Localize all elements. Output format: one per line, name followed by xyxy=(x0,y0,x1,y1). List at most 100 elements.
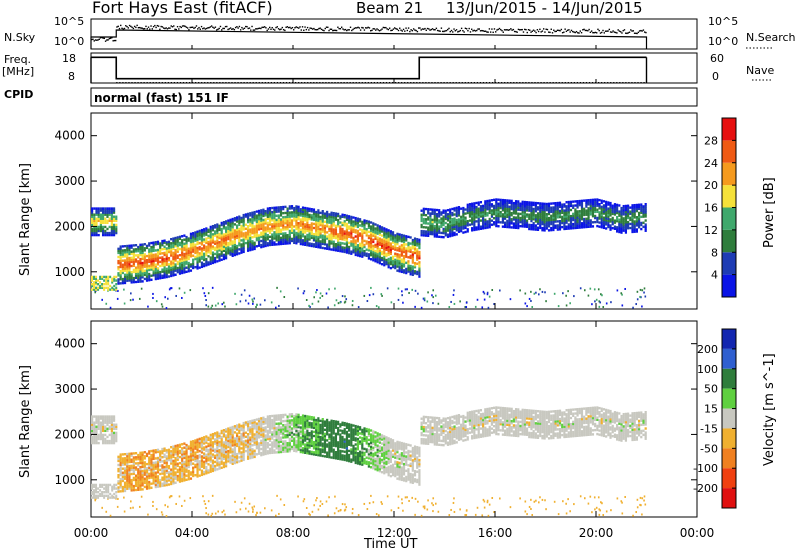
power-cell xyxy=(495,214,498,218)
power-cell xyxy=(99,227,102,231)
power-cell xyxy=(556,207,559,211)
power-cell xyxy=(148,256,151,259)
power-cell xyxy=(229,243,232,246)
power-cell xyxy=(126,257,129,260)
power-cell xyxy=(365,232,368,235)
power-cell xyxy=(216,229,219,232)
power-cell xyxy=(451,220,454,223)
power-cell xyxy=(299,242,302,246)
power-cell xyxy=(286,215,289,219)
power-cell xyxy=(583,211,586,215)
noise-point xyxy=(608,28,611,31)
power-cell xyxy=(510,207,513,211)
power-cell xyxy=(268,239,272,243)
power-cell xyxy=(589,223,592,226)
power-cell xyxy=(299,220,302,223)
power-cell xyxy=(330,225,333,229)
power-cell xyxy=(644,215,647,218)
velocity-cell xyxy=(110,427,113,431)
power-cell xyxy=(383,227,386,230)
power-cell xyxy=(95,221,98,225)
power-cell xyxy=(134,274,138,278)
power-cell xyxy=(172,239,175,242)
power-cell xyxy=(216,243,219,247)
power-cell xyxy=(528,203,531,206)
power-cell xyxy=(304,208,307,212)
power-cell xyxy=(644,229,647,232)
power-cell xyxy=(451,211,454,215)
power-cell xyxy=(334,236,338,240)
power-cell xyxy=(429,218,432,221)
power-cell xyxy=(422,219,425,223)
power-cell xyxy=(306,225,309,229)
power-cell xyxy=(257,217,261,221)
power-cell xyxy=(253,235,256,238)
velocity-cell xyxy=(145,471,149,474)
power-cell xyxy=(139,280,142,283)
velocity-cell xyxy=(132,458,135,461)
power-cell xyxy=(365,240,368,243)
noise-point xyxy=(149,28,151,30)
power-cell xyxy=(181,296,183,299)
velocity-cell xyxy=(106,421,109,424)
power-cell xyxy=(488,207,491,210)
power-cell xyxy=(198,246,201,249)
power-cell xyxy=(589,225,592,228)
power-cell xyxy=(385,262,388,266)
velocity-cell xyxy=(163,453,166,457)
power-cell xyxy=(352,216,355,219)
noise-point xyxy=(179,25,181,28)
power-cell xyxy=(414,305,416,308)
power-cell xyxy=(172,237,175,240)
power-cell xyxy=(462,206,465,210)
power-cell xyxy=(374,251,377,255)
power-cell xyxy=(203,252,206,256)
power-cell xyxy=(306,211,309,214)
power-cell xyxy=(484,226,487,230)
power-cell xyxy=(473,214,476,217)
power-cell xyxy=(356,252,360,255)
power-cell xyxy=(257,211,261,215)
nave-point xyxy=(316,82,318,84)
noise-point xyxy=(127,27,130,29)
velocity-cell xyxy=(176,474,179,478)
velocity-cell xyxy=(174,446,177,450)
power-cell xyxy=(547,208,551,212)
power-cell xyxy=(528,227,531,231)
power-cell xyxy=(111,279,114,282)
power-cell xyxy=(282,211,285,215)
power-cell xyxy=(317,223,320,226)
power-cell xyxy=(150,256,153,259)
nave-point xyxy=(588,82,591,84)
power-cell xyxy=(123,275,127,279)
power-cell xyxy=(97,217,100,220)
power-cell xyxy=(363,254,366,257)
power-cell xyxy=(543,223,546,226)
power-cell xyxy=(218,240,221,244)
noise-point xyxy=(255,28,257,30)
power-cell xyxy=(209,262,212,265)
power-cell xyxy=(222,245,226,248)
power-cell xyxy=(332,230,335,233)
noise-point xyxy=(387,28,390,31)
power-cell xyxy=(303,290,306,293)
power-cell xyxy=(644,209,647,212)
power-cell xyxy=(167,240,171,244)
power-cell xyxy=(367,255,370,258)
power-cell xyxy=(200,261,204,264)
power-cell xyxy=(356,248,360,251)
power-cell xyxy=(183,267,186,270)
power-cell xyxy=(319,223,322,227)
velocity-cell xyxy=(139,469,142,473)
power-cell xyxy=(209,260,212,263)
power-cell xyxy=(605,212,608,216)
power-cell xyxy=(464,208,467,211)
power-cell xyxy=(554,210,557,213)
power-cell xyxy=(154,273,157,277)
power-cell xyxy=(312,234,316,238)
power-cell xyxy=(396,236,399,240)
power-cell xyxy=(101,207,105,210)
power-cell xyxy=(95,225,98,229)
nave-point xyxy=(173,82,176,84)
nave-point xyxy=(361,82,363,84)
